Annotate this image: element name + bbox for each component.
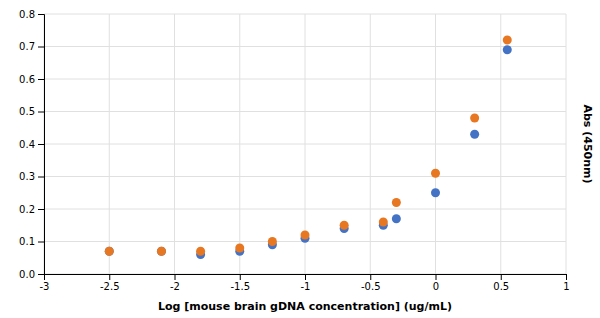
point [105, 247, 114, 256]
point [105, 247, 114, 256]
point [157, 247, 166, 256]
y-axis-tick-label: 0.4 [19, 139, 35, 150]
y-axis-tick-mark [38, 177, 44, 178]
y-axis-tick-mark [38, 209, 44, 210]
x-axis-title: Log [mouse brain gDNA concentration] (ug… [158, 300, 452, 313]
y-axis-tick-label: 0.2 [19, 204, 35, 215]
x-axis-tick: 0.5 [493, 274, 509, 292]
y-axis-tick: 0.0 [19, 269, 44, 280]
grid [44, 14, 566, 274]
x-axis-tick-mark [501, 274, 502, 280]
x-axis-tick-label: -3 [40, 281, 50, 292]
grid-line-y [44, 46, 566, 47]
x-axis-tick: -2 [170, 274, 180, 292]
y-axis-tick-label: 0.0 [19, 269, 35, 280]
point [340, 221, 349, 230]
x-axis-tick: 1 [563, 274, 569, 292]
y-axis-tick-label: 0.8 [19, 9, 35, 20]
point [431, 169, 440, 178]
x-axis: -3 -2.5 -2 -1.5 -1 -0.5 0 0.5 1 [40, 274, 570, 292]
y-axis-title: Abs (450nm) [581, 104, 594, 183]
x-axis-domain [45, 275, 567, 281]
point [392, 198, 401, 207]
point [503, 36, 512, 45]
point [431, 188, 440, 197]
x-axis-tick-label: -2 [170, 281, 180, 292]
y-axis-domain [38, 15, 45, 275]
grid-line-y [44, 176, 566, 177]
x-axis-tick: -1.5 [230, 274, 250, 292]
grid-line-y [44, 14, 566, 15]
x-axis-tick-label: -0.5 [361, 281, 381, 292]
point [157, 247, 166, 256]
x-axis-tick-mark [175, 274, 176, 280]
y-axis-tick-mark [38, 79, 44, 80]
x-axis-tick: -0.5 [361, 274, 381, 292]
point [379, 218, 388, 227]
y-axis-tick-mark [38, 112, 44, 113]
y-axis-tick-label: 0.6 [19, 74, 35, 85]
plot: -3-2.5-2-1.5-1-0.500.510.00.10.20.30.40.… [19, 9, 570, 292]
grid-line-y [44, 79, 566, 80]
y-axis-tick: 0.6 [19, 74, 44, 85]
series [105, 45, 512, 259]
x-axis-tick: -1 [301, 274, 311, 292]
x-axis-tick-mark [109, 274, 110, 280]
y-axis-tick-mark [38, 47, 44, 48]
series [105, 36, 512, 256]
x-axis-tick-mark [436, 274, 437, 280]
grid-line-y [44, 209, 566, 210]
point [503, 45, 512, 54]
points [105, 36, 512, 260]
y-axis-tick: 0.3 [19, 171, 44, 182]
point [470, 130, 479, 139]
x-axis-tick-mark [240, 274, 241, 280]
x-axis-tick-mark [566, 274, 567, 280]
point [392, 214, 401, 223]
y-axis-tick-mark [38, 14, 44, 15]
x-axis-tick-mark [305, 274, 306, 280]
y-axis: 0.0 0.1 0.2 0.3 0.4 0.5 0.6 0.7 0.8 [19, 9, 44, 280]
grid-line-y [44, 144, 566, 145]
y-axis-tick: 0.7 [19, 41, 44, 52]
y-axis-tick: 0.1 [19, 236, 44, 247]
y-axis-tick: 0.4 [19, 139, 44, 150]
y-axis-tick: 0.2 [19, 204, 44, 215]
point [470, 114, 479, 123]
point [268, 237, 277, 246]
y-axis-tick-mark [38, 144, 44, 145]
x-axis-tick-label: 1 [563, 281, 569, 292]
y-axis-tick: 0.8 [19, 9, 44, 20]
chart: -3-2.5-2-1.5-1-0.500.510.00.10.20.30.40.… [0, 0, 600, 318]
x-axis-tick: -2.5 [100, 274, 120, 292]
x-axis-tick-label: -2.5 [100, 281, 120, 292]
y-axis-tick-label: 0.5 [19, 106, 35, 117]
point [196, 247, 205, 256]
y-axis-tick: 0.5 [19, 106, 44, 117]
y-axis-tick-mark [38, 274, 44, 275]
y-axis-tick-label: 0.3 [19, 171, 35, 182]
x-axis-tick-label: 0 [433, 281, 439, 292]
point [301, 231, 310, 240]
x-axis-tick-label: 0.5 [493, 281, 509, 292]
x-axis-tick-label: -1.5 [230, 281, 250, 292]
point [235, 244, 244, 253]
y-axis-tick-label: 0.1 [19, 236, 35, 247]
x-axis-tick: 0 [433, 274, 439, 292]
grid-line-y [44, 111, 566, 112]
y-axis-tick-mark [38, 242, 44, 243]
x-axis-tick-label: -1 [301, 281, 311, 292]
x-axis-tick: -3 [40, 274, 50, 292]
x-axis-tick-mark [370, 274, 371, 280]
y-axis-tick-label: 0.7 [19, 41, 35, 52]
